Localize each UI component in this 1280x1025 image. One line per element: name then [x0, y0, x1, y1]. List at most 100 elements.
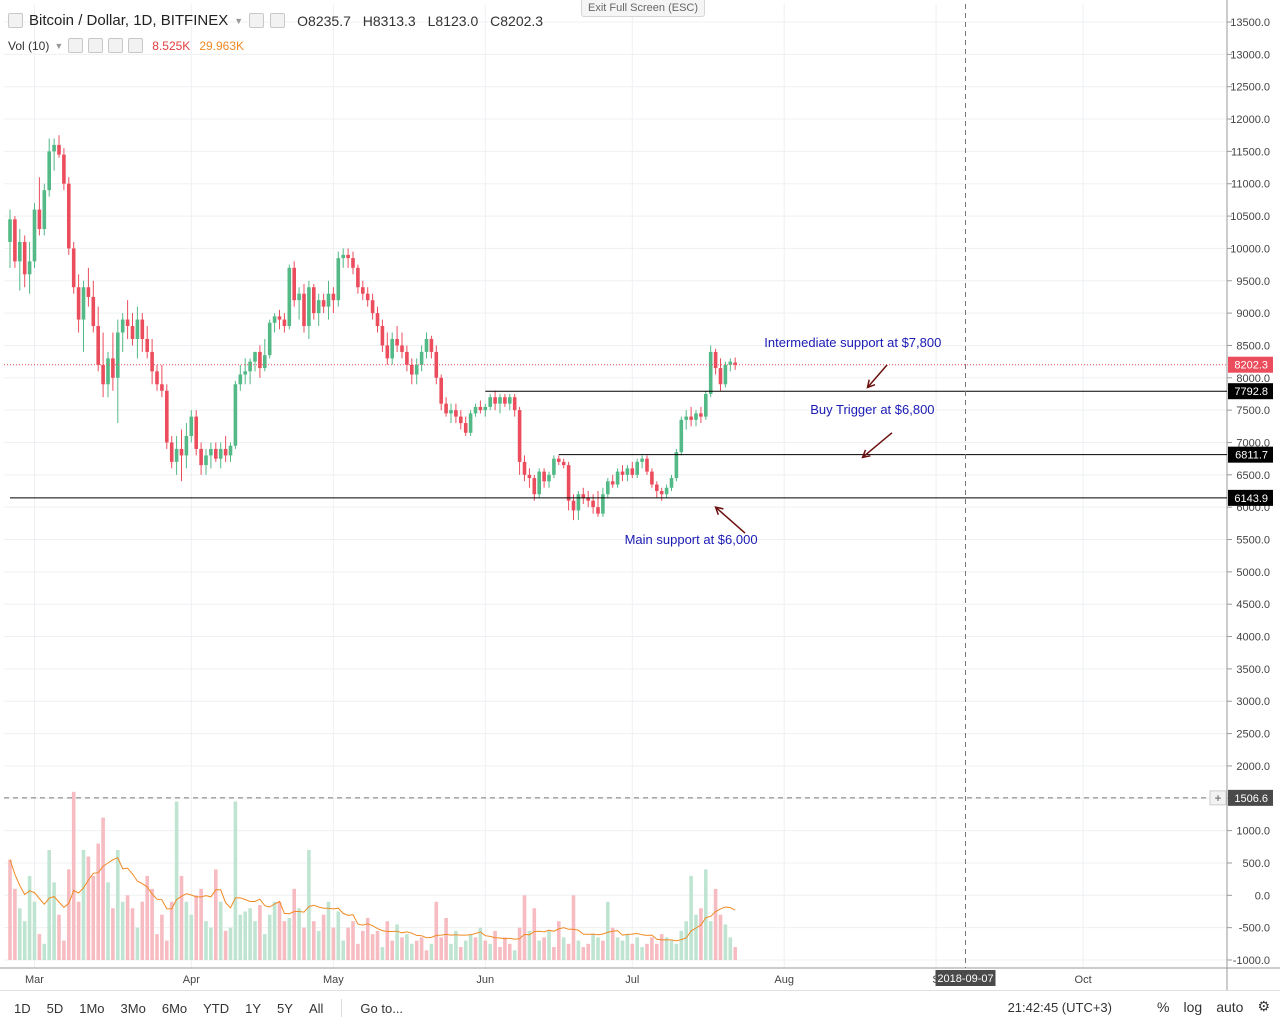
volume-bar	[356, 943, 360, 960]
eye-icon[interactable]	[68, 38, 84, 53]
level-price-tag	[1228, 383, 1273, 400]
volume-bar	[8, 859, 12, 960]
candle-body	[375, 313, 380, 327]
volume-bar	[650, 937, 654, 960]
volume-bar	[52, 882, 56, 960]
candle-body	[297, 293, 301, 301]
candle-body	[135, 319, 140, 339]
candle-body	[13, 219, 17, 262]
price-tick-label: 7500.0	[1236, 405, 1270, 417]
volume-bar	[493, 930, 497, 960]
candle-body	[106, 358, 110, 385]
volume-bar	[596, 937, 600, 960]
volume-bar	[86, 856, 91, 960]
candle-body	[52, 144, 56, 152]
volume-bar	[620, 940, 625, 960]
add-icon[interactable]	[108, 38, 124, 53]
symbol-title[interactable]: Bitcoin / Dollar, 1D, BITFINEX	[29, 12, 229, 29]
price-tick-label: 5000.0	[1236, 567, 1270, 579]
volume-bar	[370, 934, 375, 960]
volume-bar	[218, 901, 223, 960]
volume-bar	[610, 927, 615, 960]
candle-body	[312, 287, 316, 314]
candle-body	[459, 416, 463, 424]
volume-bar	[699, 908, 703, 960]
range-1d-button[interactable]: 1D	[14, 1000, 31, 1016]
volume-bar	[316, 930, 321, 960]
candle-body	[713, 351, 718, 369]
volume-bar	[145, 875, 149, 960]
candle-body	[674, 452, 679, 479]
candle-body	[532, 478, 537, 495]
volume-bar	[194, 895, 198, 960]
volume-bar	[140, 901, 145, 960]
candle-body	[243, 371, 247, 375]
candle-body	[189, 416, 194, 437]
candle-body	[522, 461, 527, 475]
candle-body	[640, 458, 644, 462]
candle-body	[346, 254, 350, 259]
volume-bar	[18, 908, 22, 960]
collapse-legend-icon[interactable]	[8, 13, 23, 28]
hide-icon[interactable]	[270, 13, 286, 28]
volume-bar	[410, 943, 414, 960]
volume-bar	[13, 888, 17, 960]
volume-bar	[253, 921, 257, 960]
range-1y-button[interactable]: 1Y	[245, 1000, 262, 1016]
goto-button[interactable]: Go to...	[360, 1000, 404, 1016]
volume-bar	[233, 801, 238, 960]
candle-body	[91, 296, 96, 327]
candle-body	[223, 448, 228, 456]
annotation-text: Intermediate support at $7,800	[764, 335, 941, 350]
volume-bar	[336, 911, 341, 960]
price-tick-label: 12000.0	[1230, 114, 1270, 126]
candle-body	[610, 481, 615, 485]
chevron-down-icon[interactable]: ▼	[54, 40, 64, 51]
volume-bar	[150, 888, 154, 960]
volume-bar	[395, 924, 399, 960]
candle-body	[723, 364, 728, 385]
volume-bar	[165, 940, 169, 960]
close-icon[interactable]	[128, 38, 144, 53]
volume-bar	[42, 943, 47, 960]
volume-bar	[184, 901, 189, 960]
volume-bar	[561, 937, 566, 960]
range-all-button[interactable]: All	[308, 1000, 324, 1016]
range-5d-button[interactable]: 5D	[46, 1000, 64, 1016]
auto-scale-button[interactable]: auto	[1216, 998, 1244, 1015]
settings-icon[interactable]	[88, 38, 104, 53]
price-tick-label: 2000.0	[1236, 761, 1270, 773]
range-ytd-button[interactable]: YTD	[203, 1000, 230, 1016]
open-value: 8235.7	[308, 12, 351, 29]
time-tick-label: Jul	[625, 974, 639, 986]
range-5y-button[interactable]: 5Y	[277, 1000, 293, 1016]
settings-icon[interactable]	[249, 13, 265, 28]
price-tick-label: 8000.0	[1236, 373, 1270, 385]
annotation-arrow	[715, 506, 746, 534]
range-6mo-button[interactable]: 6Mo	[161, 1000, 188, 1016]
volume-bar	[704, 869, 708, 960]
chevron-down-icon[interactable]: ▼	[234, 15, 244, 26]
candle-body	[316, 300, 321, 314]
candle-body	[57, 144, 61, 155]
volume-label[interactable]: Vol (10)	[8, 38, 50, 53]
candle-body	[194, 416, 198, 449]
log-scale-button[interactable]: log	[1183, 998, 1203, 1015]
range-1mo-button[interactable]: 1Mo	[79, 1000, 105, 1016]
volume-bar	[508, 943, 512, 960]
time-tick-label: May	[323, 974, 344, 986]
range-3mo-button[interactable]: 3Mo	[120, 1000, 146, 1016]
candle-body	[694, 413, 698, 420]
percent-scale-button[interactable]: %	[1157, 998, 1170, 1015]
candle-body	[395, 338, 399, 346]
gear-icon[interactable]: ⚙	[1257, 998, 1270, 1014]
volume-bar	[419, 937, 424, 960]
crosshair-price-tag	[1228, 789, 1273, 806]
volume-bar	[576, 940, 581, 960]
candle-body	[18, 241, 22, 262]
candle-body	[561, 461, 566, 466]
level-price-tag	[1228, 489, 1273, 506]
volume-bar	[101, 817, 105, 960]
volume-bar	[385, 921, 390, 960]
